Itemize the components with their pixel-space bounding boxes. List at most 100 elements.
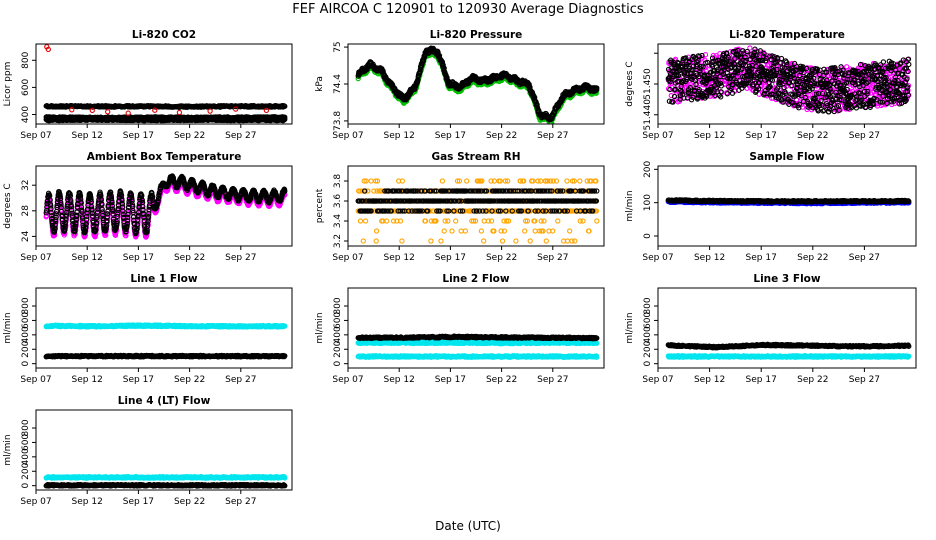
data-point [89, 107, 95, 114]
data-point [752, 46, 758, 52]
licor_temp-series-1 [665, 46, 912, 115]
data-point [694, 59, 700, 65]
data-point [864, 88, 871, 95]
licor_temp-xtick-label: Sep 17 [746, 131, 777, 141]
data-point [756, 86, 762, 92]
co2-title: Li-820 CO2 [132, 29, 196, 41]
figure-title: FEF AIRCOA C 120901 to 120930 Average Di… [292, 2, 644, 17]
data-point [670, 99, 676, 105]
co2-series-0 [43, 103, 288, 110]
data-point [784, 62, 790, 68]
data-point [819, 90, 826, 97]
co2-ytick-label: 800 [21, 51, 31, 68]
data-point [702, 72, 708, 78]
data-point [818, 97, 824, 104]
data-point [903, 97, 909, 104]
data-point [729, 61, 735, 67]
data-point [758, 57, 764, 64]
licor_temp-ylabel: degrees C [625, 61, 635, 106]
data-point [824, 77, 830, 83]
data-point [905, 92, 911, 98]
co2-ylabel: Licor ppm [3, 62, 13, 107]
data-point [777, 82, 783, 88]
data-point [534, 101, 540, 108]
licor_temp-ytick-label: 51.450 [643, 68, 653, 100]
data-point [687, 90, 693, 96]
co2-series-2 [43, 114, 288, 122]
data-point [783, 59, 790, 65]
pressure-series-1 [355, 45, 600, 123]
data-point [782, 90, 789, 96]
data-point [844, 86, 850, 93]
pressure-xtick-label: Sep 07 [332, 131, 363, 141]
data-point [796, 101, 803, 107]
data-point [751, 74, 757, 80]
data-point [693, 81, 699, 88]
data-point [877, 99, 884, 105]
data-point [282, 114, 288, 120]
data-point [43, 212, 50, 219]
data-point [718, 89, 724, 95]
data-point [780, 99, 786, 105]
data-point [69, 107, 75, 113]
data-point [749, 66, 755, 72]
data-point [826, 106, 833, 112]
data-point [795, 91, 802, 98]
data-point [877, 90, 883, 96]
pressure-data [355, 45, 600, 124]
data-point [721, 51, 727, 57]
data-point [832, 72, 838, 78]
data-point [176, 109, 183, 116]
data-point [845, 76, 851, 83]
data-point [857, 61, 864, 68]
data-point [802, 94, 808, 101]
co2-ytick-label: 400 [21, 106, 31, 123]
data-point [832, 74, 839, 81]
data-point [871, 95, 877, 102]
co2-frame [35, 43, 293, 125]
data-point [756, 80, 763, 86]
data-point [905, 84, 911, 90]
pressure-xtick-label: Sep 17 [435, 131, 466, 141]
data-point [770, 91, 776, 98]
data-point [865, 79, 871, 85]
data-point [776, 76, 783, 83]
data-point [904, 76, 910, 82]
data-point [207, 108, 213, 114]
co2-xtick-label: Sep 12 [72, 131, 103, 141]
data-point [671, 93, 678, 100]
data-point [828, 89, 834, 95]
data-point [594, 85, 600, 91]
data-point [767, 83, 773, 90]
data-point [879, 99, 885, 105]
licor_temp-title: Li-820 Temperature [729, 29, 845, 41]
data-point [876, 82, 882, 88]
co2-series-3 [44, 44, 270, 116]
data-point [831, 101, 837, 108]
data-point [675, 72, 682, 79]
data-point [757, 48, 763, 54]
data-point [815, 108, 822, 114]
data-point [233, 106, 239, 112]
data-point [750, 81, 756, 88]
data-point [667, 86, 673, 93]
pressure-xtick-label: Sep 12 [384, 131, 415, 141]
panel-grid: Li-820 CO2 Licor ppm Sep 07 Sep 12 Sep 17 Sep… [3, 29, 917, 507]
data-point [832, 66, 838, 72]
data-point [713, 78, 719, 84]
data-point [729, 90, 736, 96]
data-point [891, 98, 897, 104]
data-point [668, 92, 674, 99]
data-point [725, 54, 731, 61]
co2-xtick-label: Sep 17 [123, 131, 154, 141]
data-point [775, 96, 782, 102]
data-point [827, 86, 833, 92]
data-point [717, 80, 724, 86]
data-point [841, 72, 847, 78]
data-point [821, 107, 827, 113]
data-point [836, 94, 842, 100]
